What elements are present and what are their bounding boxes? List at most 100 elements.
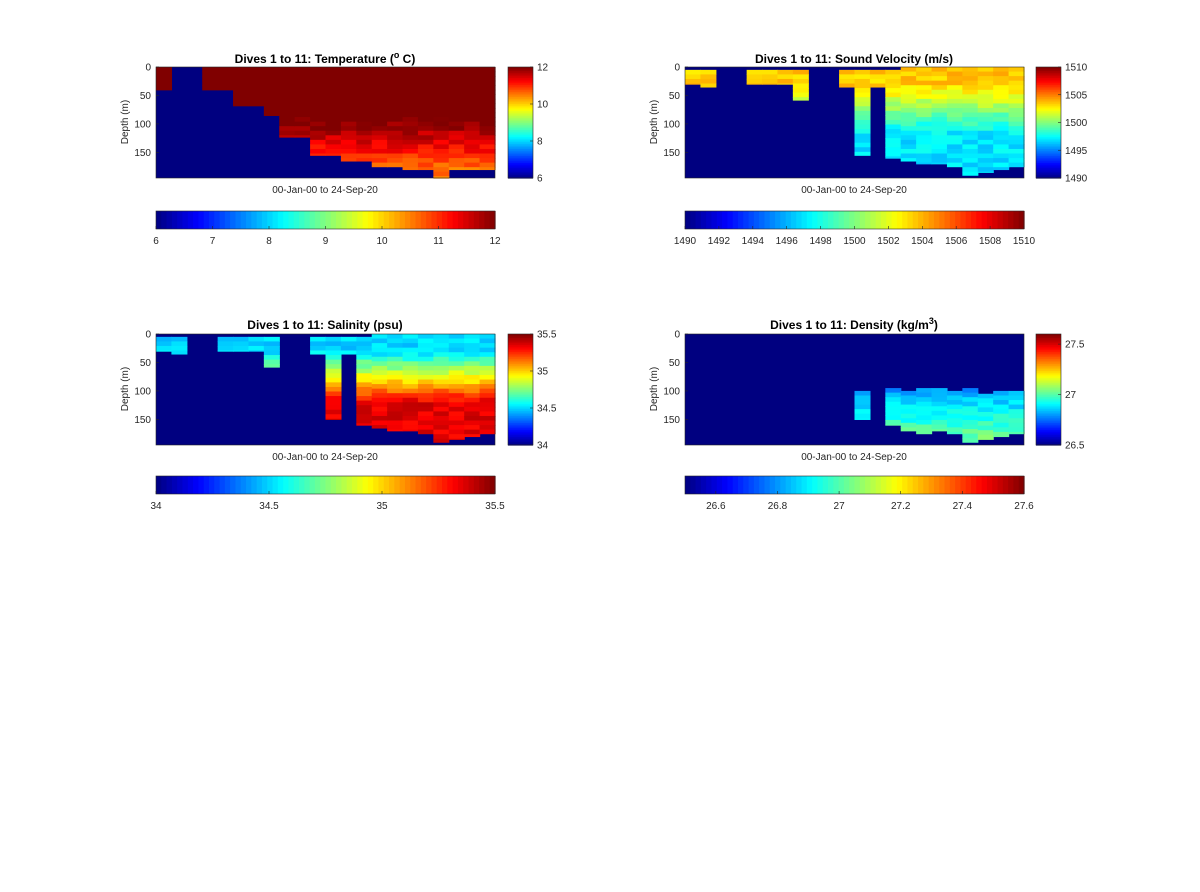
sound-velocity-side-colorbar-band	[1036, 138, 1061, 141]
temperature-cell	[448, 153, 465, 159]
density-bottom-colorbar-band	[933, 476, 940, 494]
temperature-side-colorbar-band	[508, 153, 533, 157]
sound-velocity-side-colorbar-band	[1036, 165, 1061, 169]
density-cell	[962, 424, 979, 430]
density-side-colorbar-band	[1036, 354, 1061, 358]
salinity-cell	[464, 406, 481, 413]
sound-velocity-cell	[1008, 85, 1025, 91]
temperature-cell	[248, 71, 265, 77]
temperature-bottom-colorbar-label: 7	[210, 236, 216, 247]
sound-velocity-cell	[839, 83, 856, 88]
sound-velocity-cell	[777, 78, 794, 85]
sound-velocity-cell	[900, 67, 917, 73]
temperature-cell	[371, 80, 388, 86]
temperature-side-colorbar-band	[508, 162, 533, 165]
sound-velocity-cell	[885, 97, 902, 103]
density-side-colorbar-label: 27.5	[1065, 340, 1085, 351]
salinity-bottom-colorbar-band	[182, 476, 189, 494]
density-side-colorbar-band	[1036, 417, 1061, 420]
temperature-cell	[433, 171, 450, 177]
salinity-cell	[371, 388, 388, 394]
salinity-cell	[433, 434, 450, 440]
sound-velocity-cell	[993, 158, 1010, 164]
temperature-cell	[417, 126, 434, 132]
salinity-cell	[387, 406, 404, 413]
sound-velocity-side-colorbar-band	[1036, 146, 1061, 150]
salinity-cell	[417, 361, 434, 367]
salinity-side-colorbar-band	[508, 380, 533, 384]
salinity-bottom-colorbar-band	[299, 476, 305, 494]
density-cell	[946, 431, 963, 435]
temperature-cell	[294, 107, 311, 114]
salinity-cell	[233, 350, 250, 352]
salinity-cell	[448, 438, 465, 440]
sound-velocity-cell	[900, 158, 917, 162]
temperature-bottom-colorbar-label: 8	[266, 236, 272, 247]
sound-velocity-cell	[1008, 148, 1025, 155]
salinity-cell	[402, 425, 419, 431]
sound-velocity-cell	[1008, 103, 1025, 109]
density-cell	[916, 397, 933, 403]
sound-velocity-heatmap	[684, 66, 1025, 179]
temperature-cell	[233, 103, 250, 107]
salinity-cell	[325, 368, 342, 374]
temperature-cell	[156, 67, 173, 73]
temperature-cell	[340, 121, 357, 127]
temperature-cell	[340, 94, 357, 100]
sound-velocity-cell	[993, 89, 1010, 95]
sound-velocity-cell	[977, 98, 994, 105]
temperature-cell	[356, 158, 373, 162]
temperature-bottom-colorbar-band	[251, 211, 258, 229]
sound-velocity-cell	[931, 158, 948, 164]
temperature-cell	[417, 103, 434, 109]
sound-velocity-cell	[962, 80, 979, 86]
sound-velocity-bottom-colorbar-band	[706, 211, 713, 229]
sound-velocity-bottom-colorbar-band	[1008, 211, 1015, 229]
salinity-cell	[464, 361, 481, 367]
temperature-cell	[325, 121, 342, 127]
salinity-cell	[402, 365, 419, 372]
density-cell	[962, 433, 979, 439]
temperature-bottom-colorbar-band	[463, 211, 470, 229]
salinity-cell	[263, 359, 280, 365]
density-side-colorbar-band	[1036, 340, 1061, 344]
density-cell	[916, 401, 933, 407]
salinity-bottom-colorbar-band	[415, 476, 422, 494]
sound-velocity-cell	[916, 130, 933, 136]
salinity-cell	[448, 420, 465, 426]
density-cell	[946, 422, 963, 428]
sound-velocity-side-colorbar-band	[1036, 105, 1061, 108]
sound-velocity-cell	[993, 167, 1010, 171]
temperature-cell	[356, 71, 373, 77]
density-cell	[931, 419, 948, 426]
sound-velocity-cell	[885, 101, 902, 107]
sound-velocity-cell	[854, 142, 871, 148]
density-cell	[962, 429, 979, 435]
temperature-cell	[464, 98, 481, 105]
temperature-cell	[263, 103, 280, 109]
temperature-cell	[417, 76, 434, 82]
temperature-cell	[417, 85, 434, 91]
temperature-cell	[479, 153, 496, 159]
sound-velocity-bottom-colorbar-band	[928, 211, 935, 229]
density-bottom-colorbar-band	[727, 476, 734, 494]
sound-velocity-cell	[885, 138, 902, 144]
temperature-cell	[356, 148, 373, 155]
density-bottom-colorbar-band	[1008, 476, 1015, 494]
sound-velocity-cell	[885, 110, 902, 116]
density-cell	[916, 429, 933, 435]
salinity-xlabel: 00-Jan-00 to 24-Sep-20	[272, 452, 378, 463]
salinity-cell	[417, 406, 434, 413]
density-bottom-colorbar-band	[854, 476, 861, 494]
temperature-bottom-colorbar-band	[330, 211, 337, 229]
sound-velocity-cell	[746, 83, 763, 85]
sound-velocity-cell	[916, 103, 933, 109]
salinity-cell	[217, 341, 234, 347]
salinity-cell	[402, 402, 419, 408]
density-bottom-colorbar-band	[880, 476, 887, 494]
temperature-cell	[387, 85, 404, 91]
temperature-cell	[448, 67, 465, 73]
salinity-y-tick-label: 0	[145, 330, 151, 341]
salinity-side-colorbar-band	[508, 354, 533, 358]
salinity-cell	[448, 429, 465, 435]
